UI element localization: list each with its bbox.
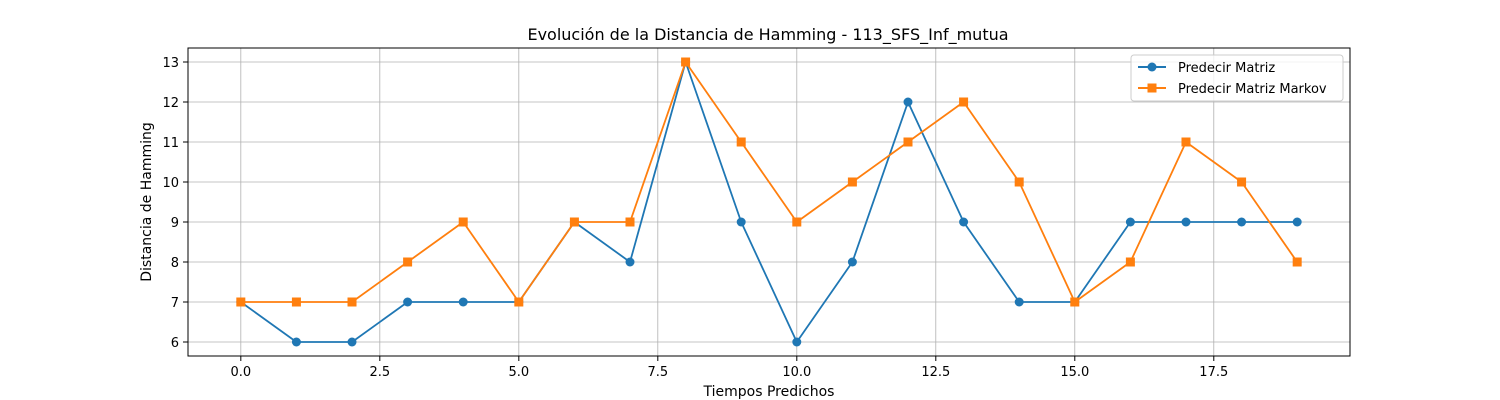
data-point-predecir-matriz-markov	[403, 257, 413, 267]
data-point-predecir-matriz	[1237, 217, 1247, 227]
y-tick-label: 13	[162, 56, 179, 71]
series-line-predecir-matriz-markov	[240, 61, 1298, 303]
x-tick-label: 10.0	[782, 365, 811, 380]
y-tick-label: 8	[171, 256, 179, 271]
legend-label-predecir-matriz: Predecir Matriz	[1178, 61, 1275, 76]
data-point-predecir-matriz-markov	[903, 137, 913, 147]
data-point-predecir-matriz	[1014, 297, 1024, 307]
axis-ticks: 0.0 2.5 5.0 7.5 10.0 12.5 15.0 17.5 6 7 8 9 10 11 12 13	[162, 56, 1228, 380]
data-point-predecir-matriz	[792, 337, 802, 347]
y-tick-label: 10	[162, 176, 179, 191]
series-layer	[236, 57, 1302, 347]
data-point-predecir-matriz	[291, 337, 301, 347]
grid-lines	[188, 48, 1350, 356]
legend-label-predecir-matriz-markov: Predecir Matriz Markov	[1178, 82, 1327, 97]
data-point-predecir-matriz-markov	[792, 217, 802, 227]
legend-marker-predecir-matriz-markov	[1147, 83, 1157, 93]
data-point-predecir-matriz-markov	[1237, 177, 1247, 187]
data-point-predecir-matriz	[847, 257, 857, 267]
x-tick-label: 15.0	[1060, 365, 1089, 380]
chart-title: Evolución de la Distancia de Hamming - 1…	[527, 25, 1008, 45]
y-tick-label: 6	[171, 336, 179, 351]
data-point-predecir-matriz	[1181, 217, 1191, 227]
data-point-predecir-matriz-markov	[1292, 257, 1302, 267]
y-axis-label: Distancia de Hamming	[139, 122, 155, 282]
legend: Predecir Matriz Predecir Matriz Markov	[1130, 54, 1344, 102]
data-point-predecir-matriz	[347, 337, 357, 347]
data-point-predecir-matriz	[959, 217, 969, 227]
data-point-predecir-matriz	[403, 297, 413, 307]
x-tick-label: 5.0	[508, 365, 529, 380]
data-point-predecir-matriz-markov	[569, 217, 579, 227]
x-axis-label: Tiempos Predichos	[703, 384, 835, 400]
data-point-predecir-matriz	[458, 297, 468, 307]
data-point-predecir-matriz	[1125, 217, 1135, 227]
legend-marker-predecir-matriz	[1147, 62, 1157, 72]
data-point-predecir-matriz	[1292, 217, 1302, 227]
data-point-predecir-matriz-markov	[236, 297, 246, 307]
data-point-predecir-matriz	[625, 257, 635, 267]
x-tick-label: 2.5	[369, 365, 390, 380]
data-point-predecir-matriz-markov	[847, 177, 857, 187]
x-tick-label: 7.5	[647, 365, 668, 380]
y-tick-label: 9	[171, 216, 179, 231]
y-tick-label: 12	[162, 96, 179, 111]
data-point-predecir-matriz-markov	[625, 217, 635, 227]
data-point-predecir-matriz-markov	[736, 137, 746, 147]
x-tick-label: 12.5	[921, 365, 950, 380]
y-tick-label: 11	[162, 136, 179, 151]
data-point-predecir-matriz-markov	[1014, 177, 1024, 187]
data-point-predecir-matriz-markov	[458, 217, 468, 227]
data-point-predecir-matriz-markov	[347, 297, 357, 307]
series-line-predecir-matriz	[240, 61, 1298, 343]
x-tick-label: 17.5	[1199, 365, 1228, 380]
plot-frame	[187, 47, 1351, 357]
data-point-predecir-matriz-markov	[959, 97, 969, 107]
data-point-predecir-matriz-markov	[1181, 137, 1191, 147]
data-point-predecir-matriz-markov	[514, 297, 524, 307]
data-point-predecir-matriz	[736, 217, 746, 227]
legend-box	[1130, 54, 1344, 102]
data-point-predecir-matriz-markov	[291, 297, 301, 307]
data-point-predecir-matriz	[903, 97, 913, 107]
y-tick-label: 7	[171, 296, 179, 311]
data-point-predecir-matriz-markov	[1070, 297, 1080, 307]
x-tick-label: 0.0	[230, 365, 251, 380]
data-point-predecir-matriz-markov	[681, 57, 691, 67]
data-point-predecir-matriz-markov	[1125, 257, 1135, 267]
